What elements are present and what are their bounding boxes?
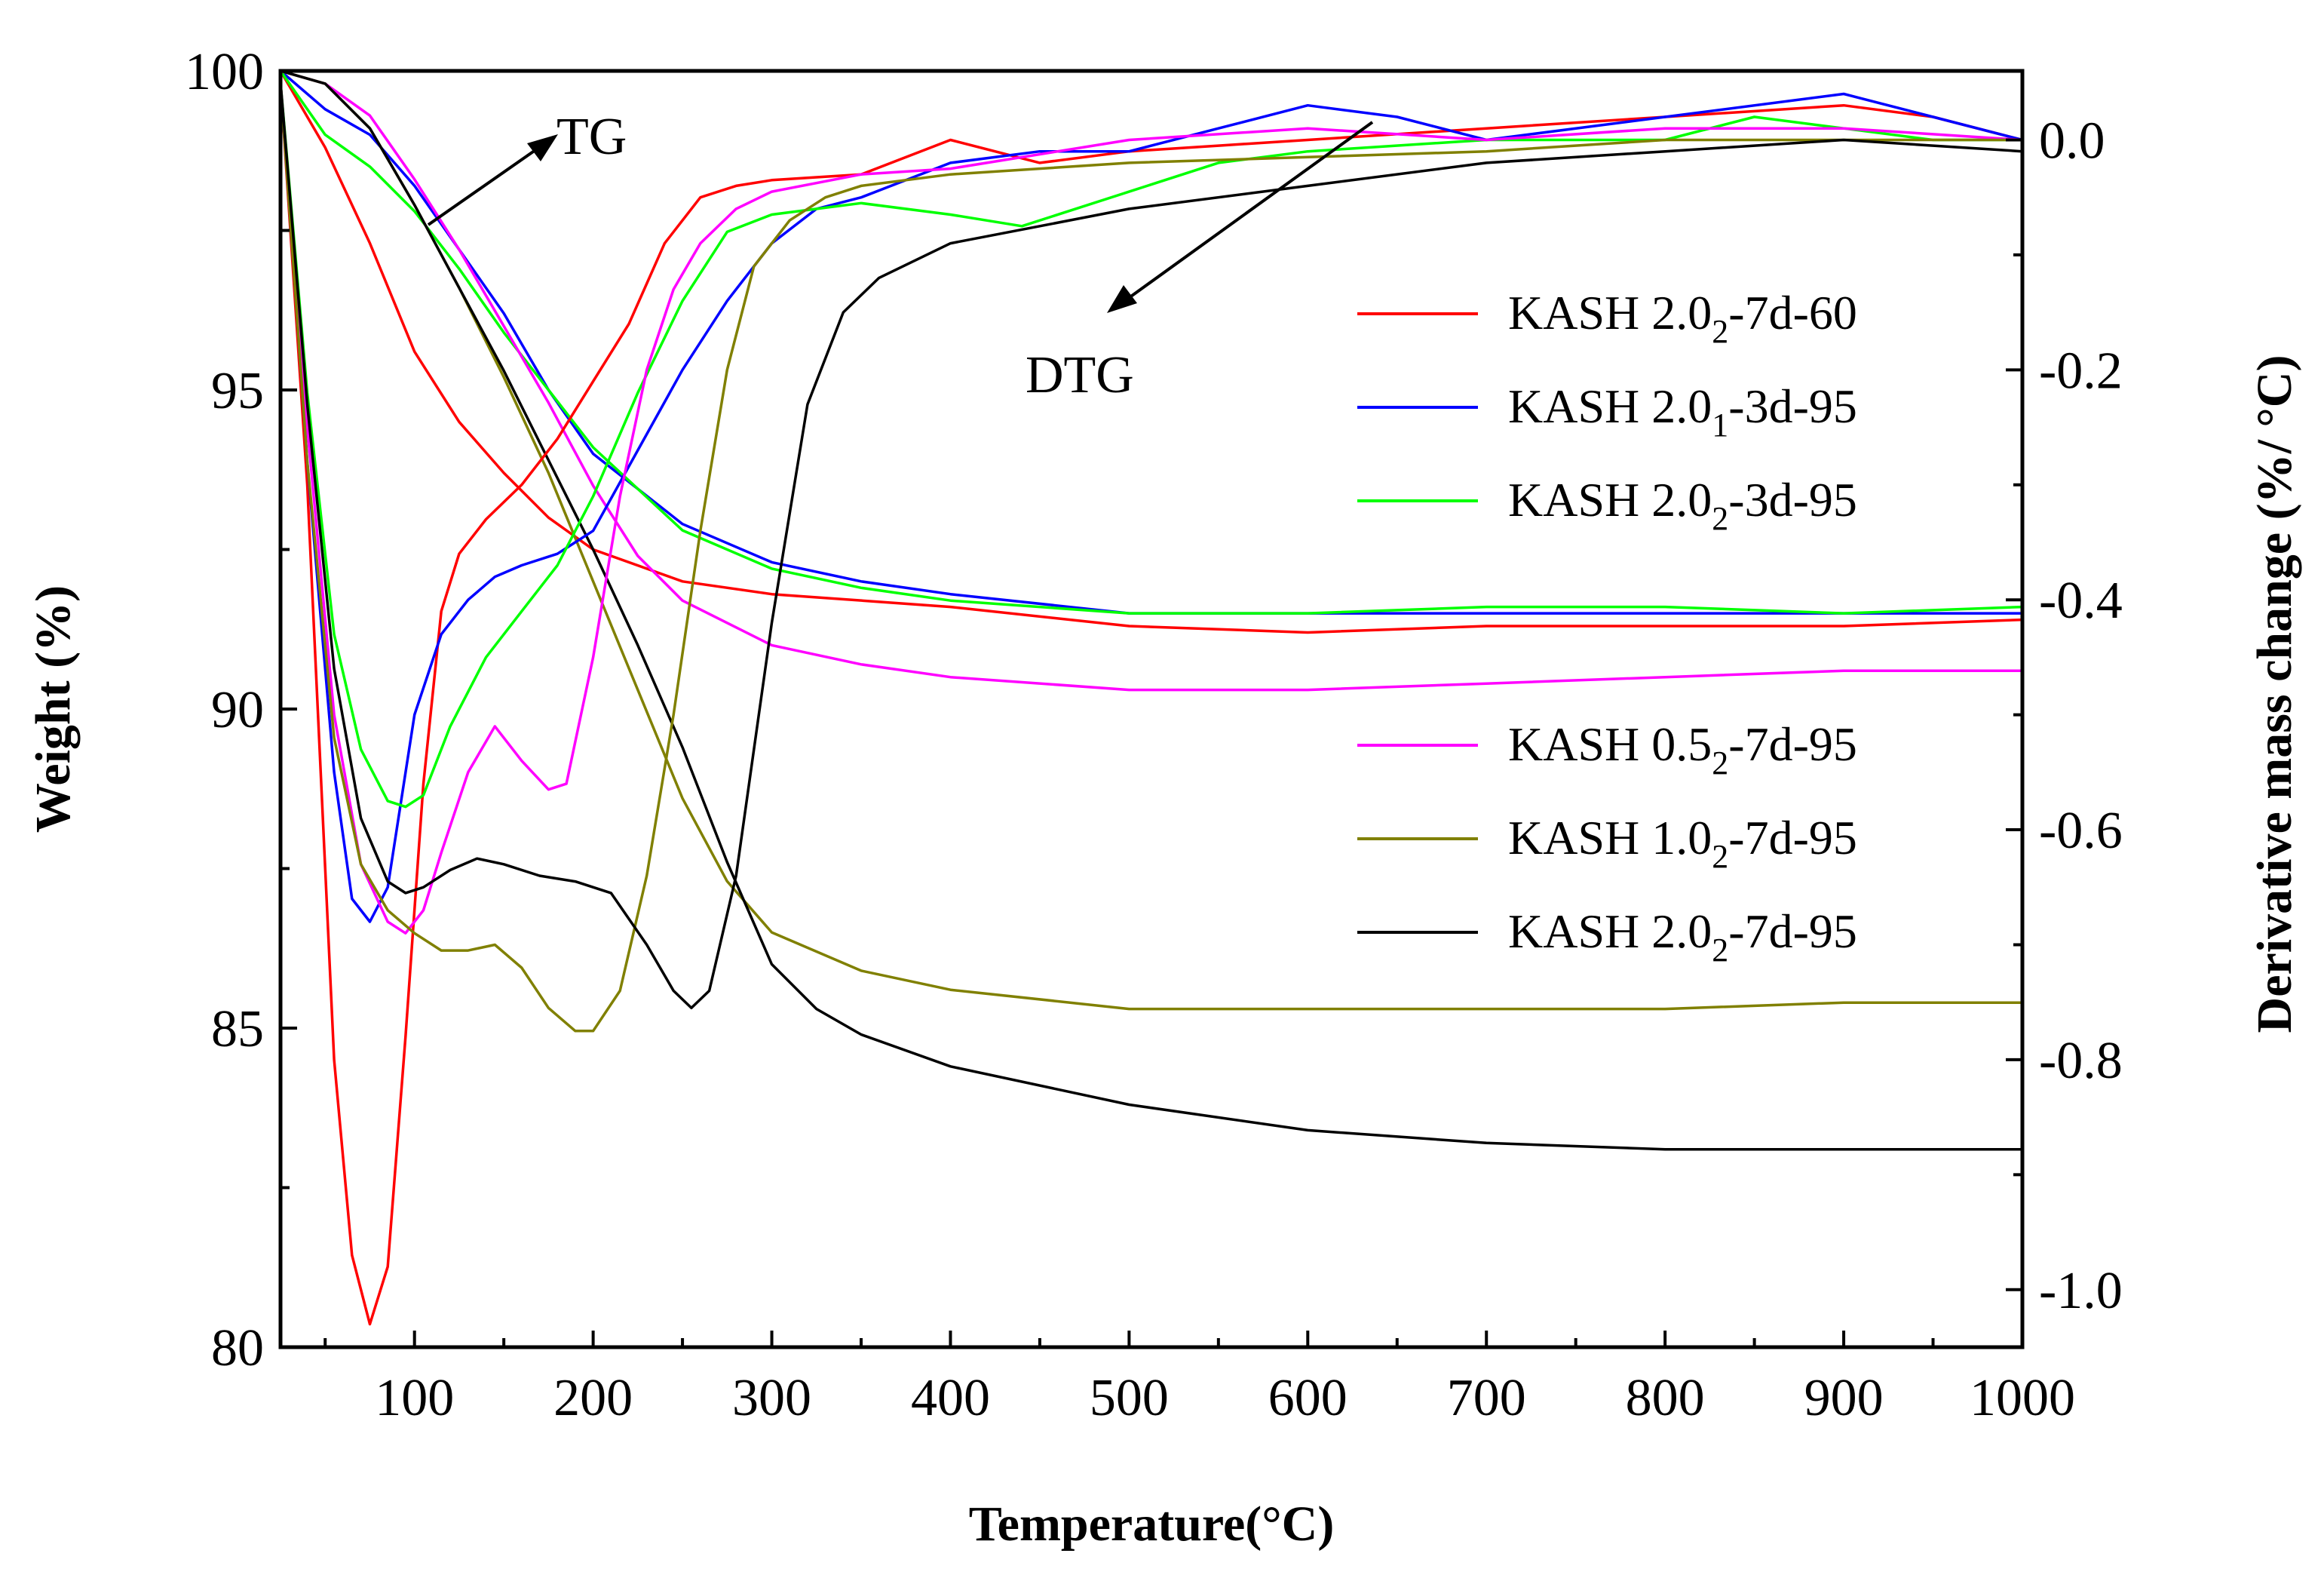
legend-label: KASH 0.52-7d-95 — [1508, 717, 1857, 781]
dtg-label: DTG — [1026, 346, 1134, 404]
legend-label: KASH 1.02-7d-95 — [1508, 811, 1857, 875]
series-line-tg-2 — [279, 69, 2023, 615]
legend-entry-5: KASH 2.02-7d-95 — [1357, 904, 1857, 969]
series-line-tg-4 — [280, 69, 2022, 1011]
x-tick-label: 800 — [1626, 1369, 1705, 1427]
ticks-layer: 100 200 300 400 500 600 700 800 900 1000 80 85 90 95 1… — [185, 43, 2123, 1427]
series-line-tg-5 — [280, 69, 2022, 1151]
series-line-dtg-10 — [279, 82, 2022, 1033]
x-tick-label: 100 — [375, 1369, 454, 1427]
series-layer — [279, 69, 2023, 1326]
legend-entry-0: KASH 2.02-7d-60 — [1357, 286, 1857, 350]
y-left-tick-label: 95 — [211, 362, 264, 420]
x-tick-label: 400 — [911, 1369, 990, 1427]
legend-label: KASH 2.01-3d-95 — [1508, 379, 1857, 444]
tg-annotation: TG — [427, 108, 627, 226]
x-tick-label: 500 — [1090, 1369, 1169, 1427]
y-left-tick-label: 100 — [185, 43, 264, 101]
x-axis-title: Temperature(°C) — [969, 1497, 1335, 1552]
dtg-annotation: DTG — [1026, 121, 1374, 404]
series-line-dtg-7 — [279, 82, 2023, 923]
x-tick-label: 300 — [732, 1369, 811, 1427]
legend-entry-4: KASH 1.02-7d-95 — [1357, 811, 1857, 875]
legend-label: KASH 2.02-7d-95 — [1508, 904, 1857, 969]
y-right-tick-label: -0.6 — [2039, 802, 2123, 860]
series-line-tg-3 — [280, 69, 2022, 692]
series-line-dtg-6 — [279, 82, 2023, 1326]
x-tick-label: 600 — [1268, 1369, 1347, 1427]
y-right-tick-label: -1.0 — [2039, 1262, 2123, 1320]
legend-label: KASH 2.02-3d-95 — [1508, 473, 1857, 537]
x-tick-label: 900 — [1804, 1369, 1884, 1427]
legend-entry-2: KASH 2.02-3d-95 — [1357, 473, 1857, 537]
y-right-tick-label: -0.8 — [2039, 1032, 2123, 1090]
legend-entry-3: KASH 0.52-7d-95 — [1357, 717, 1857, 781]
y-left-tick-label: 80 — [211, 1319, 264, 1377]
series-line-dtg-11 — [279, 82, 2023, 1010]
left-axis-title: Weight (%) — [26, 585, 81, 833]
x-tick-label: 200 — [553, 1369, 633, 1427]
series-line-tg-1 — [279, 69, 2022, 615]
y-left-tick-label: 85 — [211, 1000, 264, 1058]
x-tick-label: 1000 — [1970, 1369, 2075, 1427]
legend: KASH 2.02-7d-60 KASH 2.01-3d-95 KASH 2.02-… — [1357, 286, 1857, 969]
dtg-arrow-head — [1107, 285, 1137, 313]
y-right-tick-label: 0.0 — [2039, 112, 2105, 170]
y-left-tick-label: 90 — [211, 681, 264, 739]
legend-entry-1: KASH 2.01-3d-95 — [1357, 379, 1857, 444]
tg-arrow-head — [527, 134, 558, 161]
plot-frame — [278, 69, 2025, 1349]
x-tick-label: 700 — [1447, 1369, 1526, 1427]
series-line-dtg-9 — [279, 82, 2023, 935]
y-right-tick-label: -0.2 — [2039, 342, 2123, 400]
series-line-tg-0 — [279, 70, 2023, 634]
series-line-dtg-8 — [279, 82, 2022, 809]
y-right-tick-label: -0.4 — [2039, 572, 2123, 630]
legend-label: KASH 2.02-7d-60 — [1508, 286, 1857, 350]
tg-arrow-line — [427, 143, 544, 226]
right-axis-title: Derivative mass change (%/ °C) — [2247, 355, 2302, 1033]
tg-label: TG — [556, 108, 627, 166]
dtg-arrow-line — [1122, 121, 1374, 303]
